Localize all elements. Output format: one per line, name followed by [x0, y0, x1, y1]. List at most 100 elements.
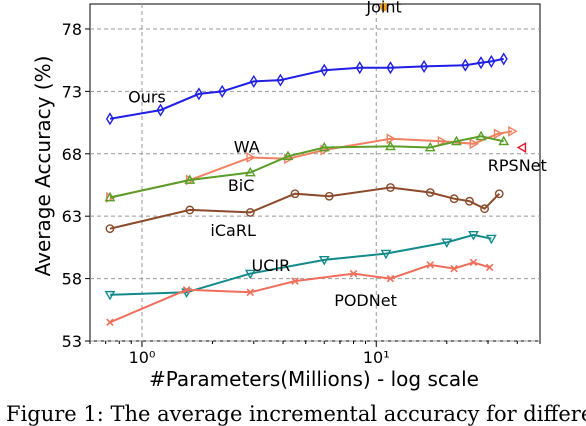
data-point-stroke — [182, 286, 191, 294]
data-point — [485, 234, 497, 245]
series-ucir — [104, 231, 497, 301]
data-point-stroke — [450, 264, 458, 273]
data-point — [324, 191, 334, 201]
data-point — [276, 73, 285, 87]
data-point-stroke — [246, 288, 255, 297]
data-point — [480, 204, 489, 214]
x-tick-label: 10⁰ — [129, 348, 156, 367]
series-line-wa — [109, 130, 513, 199]
series-line-ours — [109, 57, 504, 120]
series-label-joint: Joint — [365, 0, 401, 16]
data-point — [385, 140, 396, 151]
series-podnet — [106, 258, 494, 327]
data-point — [290, 189, 300, 199]
data-point — [182, 286, 191, 294]
data-point — [386, 61, 395, 75]
data-point — [449, 194, 459, 204]
series-line-bic — [109, 135, 504, 199]
data-point — [386, 183, 395, 192]
data-point — [465, 196, 474, 206]
data-point — [516, 142, 527, 153]
data-point — [424, 141, 436, 152]
data-point — [469, 258, 478, 267]
series-bic — [104, 130, 510, 202]
data-point — [355, 61, 364, 75]
series-line-icarl — [109, 186, 501, 230]
data-point — [106, 318, 114, 327]
data-point — [498, 135, 510, 146]
series-joint — [379, 2, 389, 12]
series-wa — [106, 125, 518, 203]
data-point — [441, 238, 453, 249]
data-point — [246, 288, 255, 297]
series-label-rpsnet: RPSNet — [488, 156, 547, 175]
chart: Ours WA BiC RPSNet iCaRL UCIR PODNet Joint 53 58… — [31, 0, 547, 391]
series-line-podnet — [109, 261, 490, 324]
data-point — [244, 269, 256, 280]
data-point-stroke — [485, 263, 494, 272]
data-point — [218, 84, 227, 98]
data-point — [425, 188, 435, 197]
figure-caption: Figure 1: The average incremental accura… — [6, 402, 586, 426]
axis-ticks: 53 58 63 68 73 78 10⁰ 10¹ — [62, 20, 541, 367]
data-point — [282, 150, 294, 161]
data-point-stroke — [469, 258, 478, 267]
data-point — [249, 74, 258, 88]
y-tick-label: 73 — [62, 82, 82, 101]
series-label-ours: Ours — [128, 87, 166, 106]
data-point — [485, 263, 494, 272]
x-axis-label: #Parameters(Millions) - log scale — [149, 367, 479, 391]
series-layer — [104, 2, 527, 327]
data-point — [386, 274, 395, 283]
y-axis-label: Average Accuracy (%) — [31, 56, 55, 277]
data-point — [379, 2, 389, 12]
series-label-ucir: UCIR — [252, 256, 291, 275]
series-line-ucir — [109, 233, 492, 296]
data-point — [461, 58, 470, 72]
data-point — [499, 52, 508, 66]
series-label-podnet: PODNet — [334, 291, 397, 310]
y-tick-label: 58 — [62, 270, 82, 289]
series-label-bic: BiC — [228, 176, 255, 195]
data-point — [386, 133, 397, 145]
data-point — [426, 261, 435, 269]
data-point-stroke — [349, 269, 358, 278]
data-point-stroke — [426, 261, 435, 269]
series-ours — [105, 52, 508, 126]
data-point — [318, 141, 330, 152]
data-point — [104, 290, 116, 301]
data-point — [291, 277, 299, 285]
data-point — [475, 130, 487, 141]
data-point — [194, 87, 203, 101]
data-point — [451, 135, 462, 146]
plot-area: Ours WA BiC RPSNet iCaRL UCIR PODNet Joint 53 58… — [62, 0, 547, 367]
y-tick-label: 53 — [62, 332, 82, 351]
data-point — [104, 191, 116, 202]
data-point — [156, 103, 165, 117]
x-tick-label: 10¹ — [363, 348, 390, 367]
data-point — [185, 205, 195, 215]
series-label-icarl: iCaRL — [210, 221, 256, 240]
data-point — [468, 231, 479, 241]
data-point — [105, 112, 114, 126]
data-point — [487, 54, 496, 68]
data-point-stroke — [106, 318, 114, 327]
data-point — [493, 128, 504, 140]
data-point — [244, 166, 256, 177]
y-tick-label: 68 — [62, 145, 82, 164]
data-point — [245, 208, 255, 217]
data-point — [437, 135, 448, 147]
data-point — [246, 152, 256, 163]
data-point — [318, 255, 330, 266]
data-point — [420, 59, 429, 73]
data-point-stroke — [291, 277, 299, 285]
data-point — [476, 56, 486, 70]
data-point — [105, 224, 115, 234]
data-point-stroke — [386, 274, 395, 283]
data-point — [508, 125, 518, 137]
series-labels: Ours WA BiC RPSNet iCaRL UCIR PODNet Joint — [128, 0, 547, 310]
y-tick-label: 63 — [62, 207, 82, 226]
series-label-wa: WA — [234, 137, 260, 156]
data-point — [320, 63, 329, 77]
data-point — [184, 174, 196, 184]
